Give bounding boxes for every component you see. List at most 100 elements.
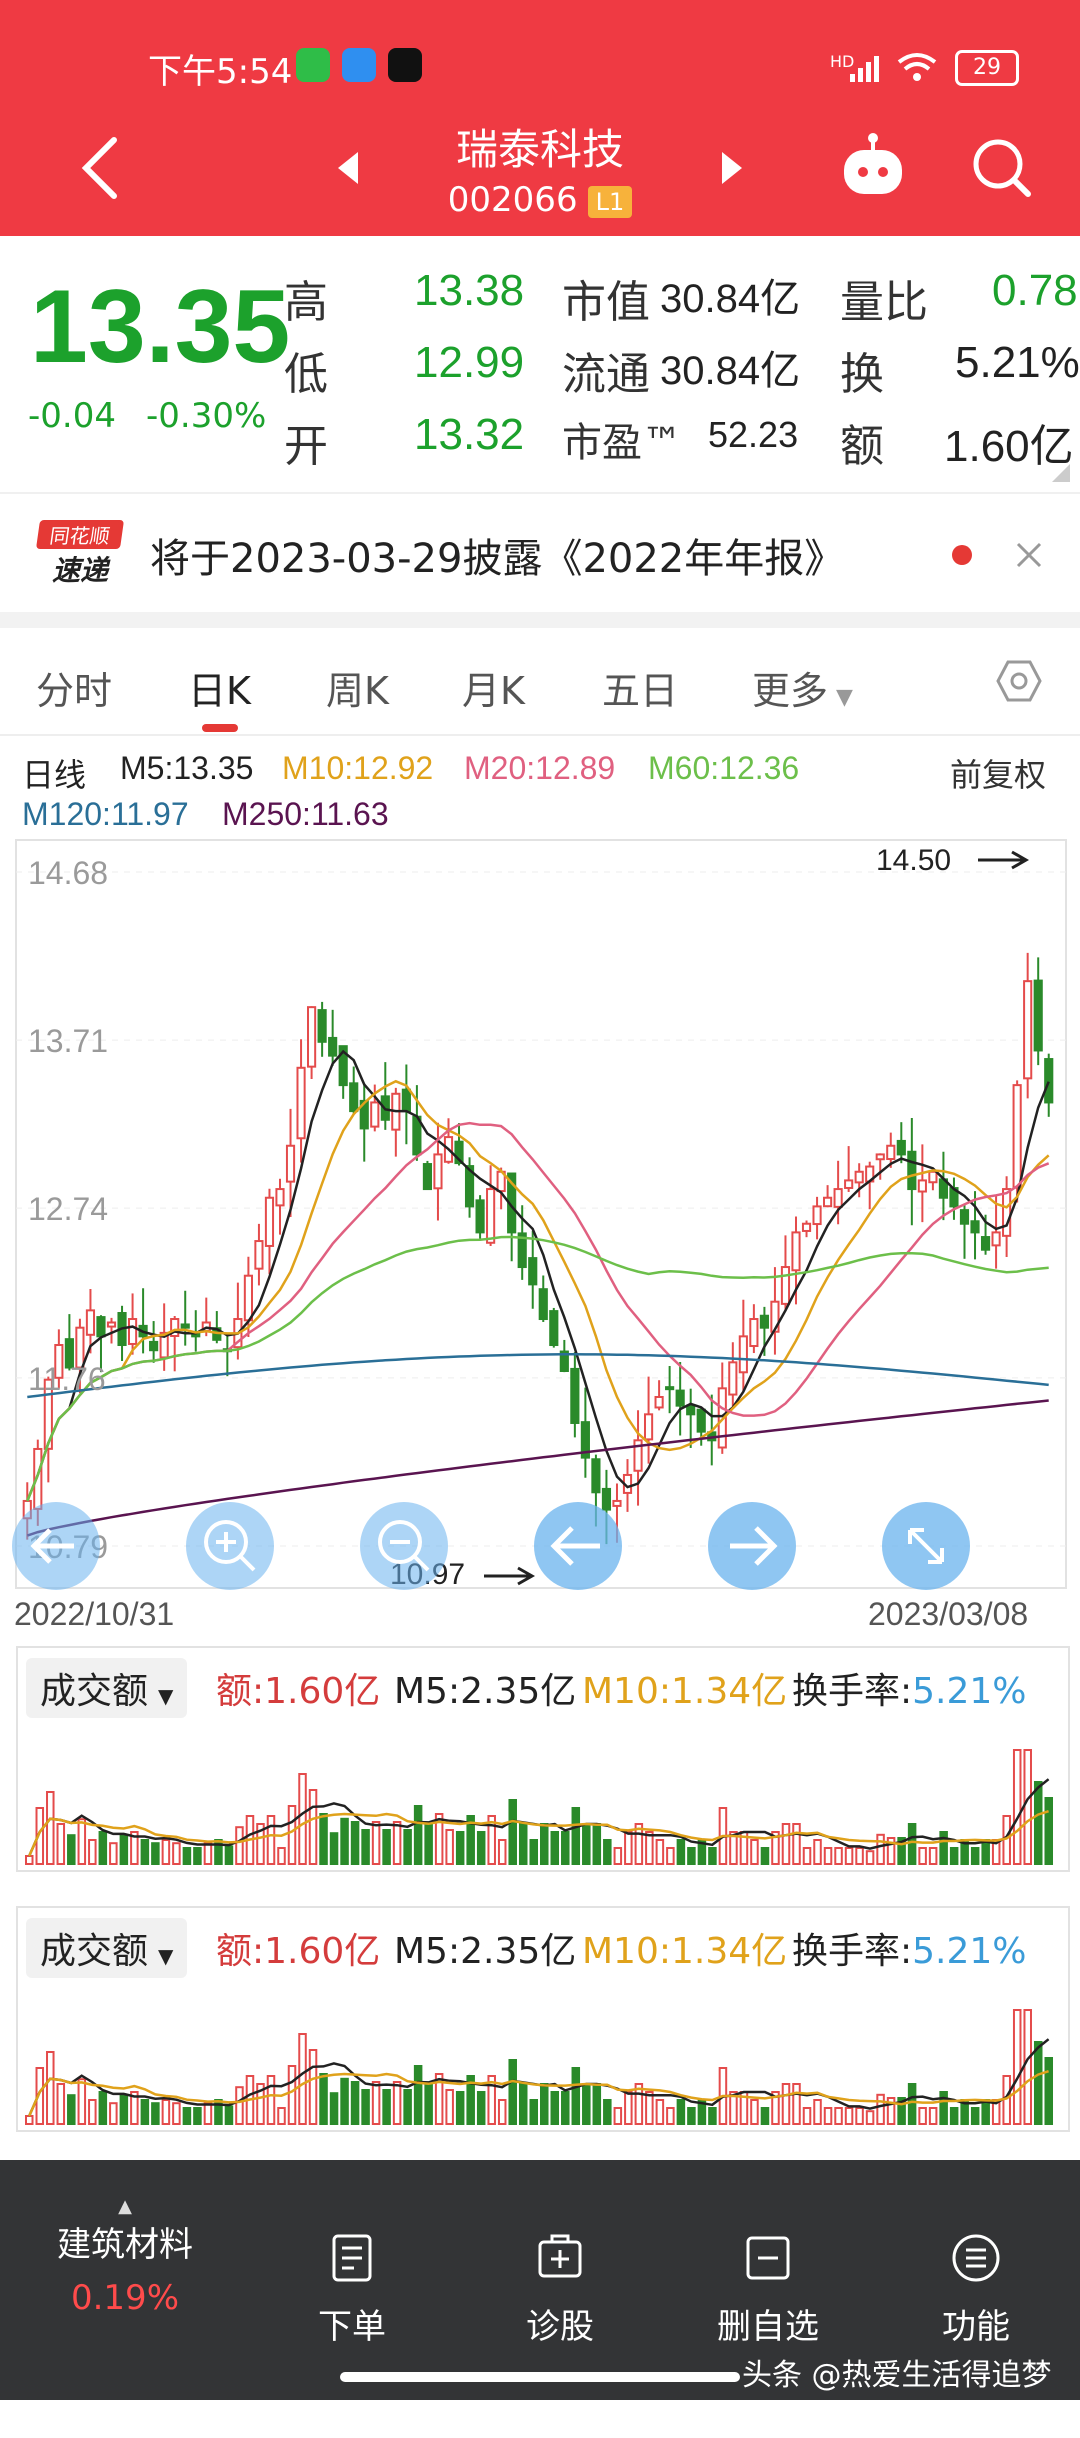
fullscreen-button[interactable]: [882, 1502, 970, 1590]
tab-intraday[interactable]: 分时: [36, 669, 113, 713]
quote-label-mktcap: 市值: [562, 277, 650, 328]
volume-bar: [371, 2081, 381, 2125]
function-button[interactable]: 功能: [906, 2232, 1046, 2348]
close-icon[interactable]: [1014, 540, 1044, 570]
sector-button[interactable]: ▲ 建筑材料 0.19%: [30, 2196, 220, 2318]
next-stock-icon[interactable]: [720, 150, 746, 186]
volume-bar: [35, 1807, 45, 1865]
scroll-right-button[interactable]: [708, 1502, 796, 1590]
vol-turnover: 换手率:5.21%: [792, 1662, 1027, 1714]
ma-line: [26, 1079, 1050, 1502]
volume-bar: [876, 2093, 885, 2126]
adjust-mode-button[interactable]: 前复权: [950, 757, 1047, 793]
volume-bar: [886, 2097, 896, 2125]
volume-bar: [361, 2089, 370, 2125]
indicator-selector[interactable]: 成交额 ▼: [26, 1658, 188, 1718]
search-icon[interactable]: [970, 136, 1034, 200]
prev-stock-icon[interactable]: [334, 150, 360, 186]
volume-bar: [476, 1831, 486, 1865]
candle-body: [559, 1350, 569, 1373]
volume-bar: [256, 2083, 265, 2125]
volume-bar: [529, 2099, 539, 2125]
volume-bar: [834, 2107, 843, 2125]
candle-body: [75, 1326, 85, 1369]
volume-bar: [235, 1826, 244, 1865]
zoom-out-button[interactable]: [360, 1502, 448, 1590]
candle-body: [728, 1361, 738, 1396]
volume-bar: [172, 2102, 181, 2125]
scroll-left-button[interactable]: [534, 1502, 622, 1590]
back-icon[interactable]: [78, 136, 122, 200]
volume-bar: [67, 1834, 76, 1865]
volume-bar: [340, 2077, 349, 2126]
volume-bar: [949, 1847, 959, 1865]
zoom-in-button[interactable]: [186, 1502, 274, 1590]
candle-body: [928, 1170, 938, 1184]
volume-bar: [792, 1823, 801, 1865]
tab-more[interactable]: 更多 ▼: [752, 660, 853, 715]
candle-body: [359, 1099, 369, 1130]
dropdown-arrow-icon: ▼: [158, 1944, 174, 1968]
volume-bar: [224, 1845, 234, 1865]
tab-weekly-k[interactable]: 周K: [326, 669, 389, 713]
volume-ma10-line: [28, 1810, 1049, 1857]
tab-more-label: 更多: [752, 669, 829, 713]
volume-bar: [298, 2033, 307, 2125]
candle-body: [454, 1140, 464, 1165]
wechat-icon: [296, 48, 330, 82]
kline-ma-lines: [26, 1049, 1050, 1537]
expand-corner-icon[interactable]: [1050, 462, 1072, 484]
volume-bar: [25, 2115, 34, 2125]
volume-bar: [46, 2051, 55, 2125]
volume-ma10-line: [28, 2070, 1049, 2117]
volume-bar: [603, 1839, 612, 1865]
volume-bar: [781, 1823, 791, 1865]
tab-five-day[interactable]: 五日: [602, 669, 679, 713]
volume-bar: [508, 2059, 517, 2125]
capcut-icon: [388, 48, 422, 82]
candle-body: [275, 1188, 285, 1207]
ma-period: 日线: [22, 757, 87, 793]
quote-label-volratio: 量比: [840, 277, 928, 328]
robot-assistant-icon[interactable]: [838, 132, 908, 202]
candle-body: [317, 1009, 327, 1043]
stock-header: 下午5:54 HD 29 瑞泰科技 002066 L1: [0, 0, 1080, 236]
remove-icon: [746, 2236, 790, 2280]
candle-body: [675, 1389, 685, 1407]
divider: [0, 492, 1080, 494]
volume-bar: [813, 2099, 822, 2125]
dropdown-arrow-icon: ▼: [836, 685, 853, 710]
remove-watchlist-button[interactable]: 删自选: [698, 2232, 838, 2348]
volume-bar: [266, 1815, 276, 1865]
candle-body: [738, 1335, 748, 1374]
tab-daily-k[interactable]: 日K: [188, 669, 251, 713]
zoom-out-range-button[interactable]: [12, 1502, 100, 1590]
volume-bar: [771, 2091, 780, 2125]
vol-turnover-label: 换手率:: [792, 1671, 913, 1712]
diagnose-button[interactable]: 诊股: [490, 2232, 630, 2348]
date-start: 2022/10/31: [14, 1596, 175, 1632]
volume-bar: [655, 1839, 665, 1865]
notice-text: 将于2023-03-29披露《2022年年报》: [150, 536, 845, 582]
menu-icon: [952, 2234, 1000, 2282]
settings-hexagon-icon[interactable]: [996, 658, 1042, 704]
notice-banner[interactable]: 同花顺 速递 将于2023-03-29披露《2022年年报》: [0, 500, 1080, 610]
volume-bar: [308, 2049, 318, 2125]
volume-bar: [140, 2099, 150, 2125]
kline-frame: [15, 839, 1067, 1589]
candle-body: [654, 1395, 664, 1409]
indicator-selector[interactable]: 成交额 ▼: [26, 1918, 188, 1978]
volume-bar: [907, 1823, 917, 1865]
volume-bar: [403, 2089, 412, 2125]
volume-bar: [550, 1831, 560, 1865]
volume-bar: [455, 2091, 465, 2125]
tab-monthly-k[interactable]: 月K: [462, 669, 525, 713]
volume-bar: [939, 1831, 948, 1865]
volume-bar: [88, 2099, 97, 2125]
expand-icon: [908, 1528, 944, 1564]
volume-bar: [350, 1821, 360, 1865]
order-button[interactable]: 下单: [282, 2232, 422, 2348]
price-change-pct: -0.30%: [146, 396, 267, 436]
candle-body: [633, 1439, 643, 1472]
